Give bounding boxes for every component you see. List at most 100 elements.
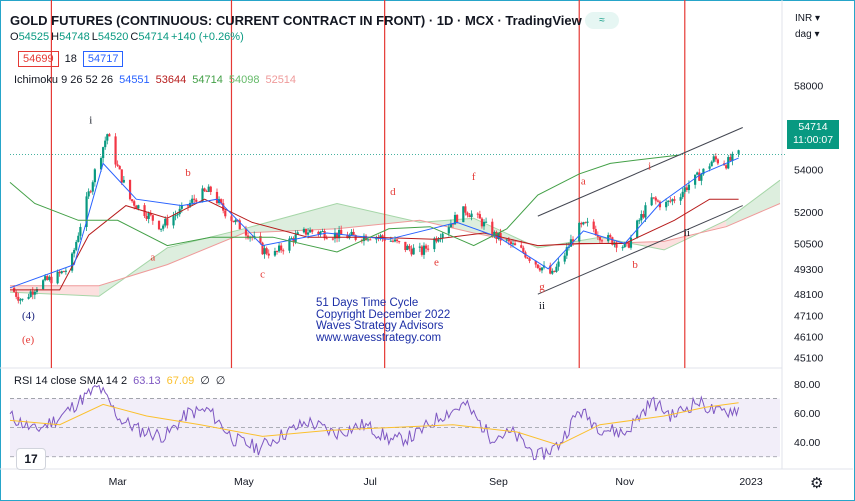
candle-body <box>290 238 293 240</box>
candle-body <box>679 197 682 201</box>
candle-body <box>275 251 279 253</box>
ichimoku-legend[interactable]: Ichimoku 9 26 52 26 54551 53644 54714 54098 5… <box>14 74 296 86</box>
candle-body <box>418 246 421 248</box>
candle-body <box>404 241 407 251</box>
candle-body <box>317 231 320 235</box>
rsi-tick-label: 60.00 <box>794 408 820 420</box>
ohlc-item: C54714 <box>130 31 169 43</box>
candle-body <box>174 215 177 217</box>
candle-body <box>408 245 411 249</box>
scale-selector[interactable]: dag ▾ <box>795 29 820 40</box>
rsi-label: RSI 14 close SMA 14 2 <box>14 375 128 387</box>
settings-gear-icon[interactable]: ⚙ <box>810 475 824 492</box>
candle-body <box>584 222 587 224</box>
candle-body <box>73 249 76 254</box>
candle-body <box>325 238 328 240</box>
cycle-note-line: Waves Strategy Advisors <box>316 320 444 332</box>
candle-body <box>220 199 223 204</box>
wave-label: f <box>472 171 476 183</box>
candle-body <box>435 238 438 242</box>
candle-body <box>528 258 531 261</box>
candle-body <box>685 187 688 191</box>
candle-body <box>609 235 612 238</box>
scale-label: dag <box>795 29 812 40</box>
currency-selector[interactable]: INR ▾ <box>795 13 821 24</box>
candle-body <box>596 235 599 237</box>
candle-body <box>366 239 370 241</box>
candle-body <box>466 212 469 216</box>
wave-label: a <box>581 175 586 187</box>
candle-body <box>582 222 585 225</box>
candle-body <box>128 179 132 200</box>
candle-body <box>306 232 310 235</box>
candle-body <box>145 216 148 219</box>
candle-body <box>650 197 653 206</box>
ichimoku-cloud-segment <box>243 203 338 233</box>
candle-body <box>87 191 90 197</box>
tradingview-logo[interactable]: 17 <box>16 448 46 470</box>
candle-body <box>58 271 61 274</box>
candle-body <box>491 221 494 237</box>
ohlc-item: H54748 <box>51 31 90 43</box>
candle-body <box>708 166 711 169</box>
candle-body <box>186 205 190 207</box>
candle-body <box>578 222 581 242</box>
ask-button[interactable]: 54717 <box>82 51 124 67</box>
ohlc-value: 54525 <box>18 31 50 43</box>
wave-label: b <box>185 167 191 179</box>
candle-body <box>331 238 335 240</box>
candle-body <box>102 147 105 159</box>
senkou-span-a-line <box>9 179 781 297</box>
candle-body <box>222 203 225 211</box>
candle-body <box>383 238 386 241</box>
wave-label: e <box>434 257 439 269</box>
candle-body <box>696 172 699 175</box>
candle-body <box>549 265 552 274</box>
candle-body <box>133 201 136 206</box>
candle-body <box>205 191 208 193</box>
candle-body <box>176 214 179 216</box>
tenkan-sen-line <box>9 157 739 289</box>
wave-label: g <box>539 281 545 293</box>
candle-body <box>282 250 285 252</box>
candle-body <box>162 225 165 229</box>
market-status-pill[interactable]: ≈ <box>585 12 619 29</box>
candle-body <box>658 201 662 208</box>
candle-body <box>551 270 554 274</box>
candle-body <box>716 159 720 164</box>
candle-body <box>108 134 111 137</box>
candle-body <box>120 169 123 183</box>
candle-body <box>147 213 150 219</box>
candle-body <box>468 215 471 218</box>
candle-body <box>379 235 382 238</box>
candle-body <box>224 210 227 217</box>
candle-body <box>48 276 51 280</box>
candle-body <box>698 172 701 181</box>
candle-body <box>712 156 715 162</box>
candle-body <box>215 191 219 204</box>
candle-body <box>615 242 618 248</box>
candle-body <box>207 186 210 192</box>
cycle-note-line: Copyright December 2022 <box>316 308 451 321</box>
wave-label: i <box>648 161 651 173</box>
candle-body <box>480 218 484 227</box>
candle-body <box>667 200 670 202</box>
price-tick-label: 50500 <box>794 239 823 251</box>
candle-body <box>60 271 63 274</box>
price-tick-label: 46100 <box>794 331 823 343</box>
rsi-legend[interactable]: RSI 14 close SMA 14 2 63.13 67.09 ∅ ∅ <box>14 374 225 387</box>
candle-body <box>17 296 20 301</box>
candle-body <box>478 214 481 219</box>
candle-body <box>193 198 196 200</box>
candle-body <box>729 157 732 161</box>
cycle-note-line: 51 Days Time Cycle <box>316 297 419 309</box>
candle-body <box>234 219 237 223</box>
bid-button[interactable]: 54699 <box>18 51 59 67</box>
candle-body <box>15 292 18 297</box>
ohlc-item: L54520 <box>92 31 129 43</box>
candle-body <box>493 231 496 237</box>
candle-body <box>509 241 513 245</box>
rsi-value: 67.09 <box>166 375 195 387</box>
candle-body <box>35 289 39 292</box>
